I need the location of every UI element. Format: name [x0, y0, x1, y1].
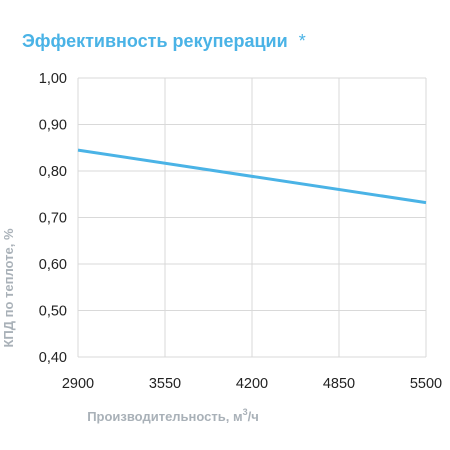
chart-title-asterisk: * [299, 31, 306, 51]
grid-lines [77, 77, 427, 358]
y-tick-label: 0,60 [39, 257, 67, 273]
y-tick-label: 1,00 [39, 71, 67, 87]
y-tick-label: 0,90 [39, 118, 67, 134]
y-tick-labels: 0,40 0,50 0,60 0,70 0,80 0,90 1,00 [39, 71, 67, 366]
series-lines [77, 148, 427, 205]
efficiency-line [77, 148, 427, 205]
chart-title-text: Эффективность рекуперации [22, 31, 288, 51]
x-tick-label: 3550 [149, 376, 181, 392]
y-tick-label: 0,80 [39, 164, 67, 180]
y-tick-label: 0,40 [39, 350, 67, 366]
x-axis-label: Производительность, м3/ч [87, 407, 259, 424]
x-tick-label: 2900 [62, 376, 94, 392]
x-axis-label-superscript: 3 [243, 407, 248, 417]
y-tick-label: 0,50 [39, 304, 67, 320]
y-axis-label: КПД по теплоте, % [1, 228, 16, 348]
x-tick-label: 4200 [236, 376, 268, 392]
x-tick-label: 4850 [323, 376, 355, 392]
x-tick-labels: 2900 3550 4200 4850 5500 [62, 376, 442, 392]
y-tick-label: 0,70 [39, 211, 67, 227]
x-tick-label: 5500 [410, 376, 442, 392]
chart-title: Эффективность рекуперации * [22, 31, 306, 51]
